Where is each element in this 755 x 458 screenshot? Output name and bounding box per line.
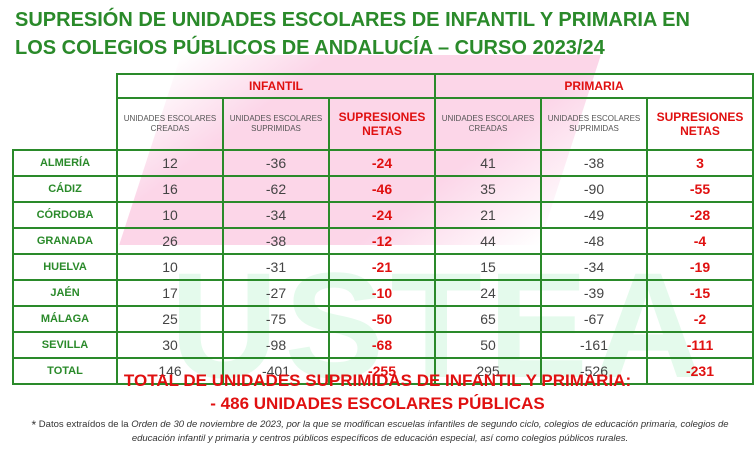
cell-pri-suprimidas: -34 <box>540 253 648 281</box>
cell-pri-netas: -2 <box>646 305 754 333</box>
cell-pri-suprimidas: -67 <box>540 305 648 333</box>
province-label: ALMERÍA <box>12 149 118 177</box>
cell-inf-creadas: 30 <box>116 331 224 359</box>
title-line-1: SUPRESIÓN DE UNIDADES ESCOLARES DE INFAN… <box>15 9 690 31</box>
cell-inf-netas: -12 <box>328 227 436 255</box>
subheader-pri-suprimidas: UNIDADES ESCOLARES SUPRIMIDAS <box>540 97 648 151</box>
cell-pri-netas: -111 <box>646 331 754 359</box>
cell-inf-suprimidas: -62 <box>222 175 330 203</box>
page-title: SUPRESIÓN DE UNIDADES ESCOLARES DE INFAN… <box>15 6 745 62</box>
cell-inf-netas: -21 <box>328 253 436 281</box>
blank-corner-2 <box>13 98 117 150</box>
cell-pri-creadas: 21 <box>434 201 542 229</box>
cell-pri-netas: -15 <box>646 279 754 307</box>
subheader-inf-netas: SUPRESIONES NETAS <box>328 97 436 151</box>
table-row: SEVILLA 30 -98 -68 50 -161 -111 <box>12 331 754 359</box>
cell-pri-creadas: 295 <box>434 357 542 385</box>
cell-pri-creadas: 24 <box>434 279 542 307</box>
cell-inf-netas: -68 <box>328 331 436 359</box>
cell-inf-creadas: 16 <box>116 175 224 203</box>
cell-inf-creadas: 26 <box>116 227 224 255</box>
province-label: TOTAL <box>12 357 118 385</box>
cell-pri-netas: -19 <box>646 253 754 281</box>
province-label: MÁLAGA <box>12 305 118 333</box>
cell-pri-netas: -4 <box>646 227 754 255</box>
cell-inf-creadas: 10 <box>116 201 224 229</box>
suppression-table: INFANTIL PRIMARIA UNIDADES ESCOLARES CRE… <box>12 73 754 385</box>
province-label: CÓRDOBA <box>12 201 118 229</box>
table-row: TOTAL 146 -401 -255 295 -526 -231 <box>12 357 754 385</box>
subheader-row: UNIDADES ESCOLARES CREADAS UNIDADES ESCO… <box>13 97 754 151</box>
table-row: JAÉN 17 -27 -10 24 -39 -15 <box>12 279 754 307</box>
province-label: HUELVA <box>12 253 118 281</box>
table-row: HUELVA 10 -31 -21 15 -34 -19 <box>12 253 754 281</box>
cell-inf-creadas: 10 <box>116 253 224 281</box>
subheader-pri-creadas: UNIDADES ESCOLARES CREADAS <box>434 97 542 151</box>
cell-inf-suprimidas: -401 <box>222 357 330 385</box>
cell-inf-suprimidas: -75 <box>222 305 330 333</box>
footnote-prefix: Datos extraídos de la <box>38 419 129 430</box>
title-line-2: LOS COLEGIOS PÚBLICOS DE ANDALUCÍA – CUR… <box>15 37 605 59</box>
cell-inf-suprimidas: -98 <box>222 331 330 359</box>
cell-pri-suprimidas: -48 <box>540 227 648 255</box>
footnote-asterisk: * <box>31 418 37 432</box>
cell-pri-netas: -55 <box>646 175 754 203</box>
cell-pri-suprimidas: -161 <box>540 331 648 359</box>
cell-inf-netas: -255 <box>328 357 436 385</box>
cell-pri-creadas: 15 <box>434 253 542 281</box>
cell-pri-creadas: 50 <box>434 331 542 359</box>
cell-pri-creadas: 44 <box>434 227 542 255</box>
cell-inf-netas: -46 <box>328 175 436 203</box>
summary-line-2: - 486 UNIDADES ESCOLARES PÚBLICAS <box>210 394 545 413</box>
cell-inf-netas: -24 <box>328 201 436 229</box>
cell-inf-creadas: 25 <box>116 305 224 333</box>
cell-inf-suprimidas: -38 <box>222 227 330 255</box>
table-row: ALMERÍA 12 -36 -24 41 -38 3 <box>12 149 754 177</box>
cell-pri-netas: -28 <box>646 201 754 229</box>
subheader-pri-netas: SUPRESIONES NETAS <box>646 97 754 151</box>
footnote: * Datos extraídos de la Orden de 30 de n… <box>20 418 740 446</box>
cell-pri-creadas: 35 <box>434 175 542 203</box>
table-row: GRANADA 26 -38 -12 44 -48 -4 <box>12 227 754 255</box>
province-label: JAÉN <box>12 279 118 307</box>
province-label: GRANADA <box>12 227 118 255</box>
cell-pri-creadas: 65 <box>434 305 542 333</box>
province-label: CÁDIZ <box>12 175 118 203</box>
cell-inf-suprimidas: -36 <box>222 149 330 177</box>
table-row: CÁDIZ 16 -62 -46 35 -90 -55 <box>12 175 754 203</box>
summary-line-1: TOTAL DE UNIDADES SUPRIMIDAS DE INFANTIL… <box>123 371 632 390</box>
cell-pri-netas: 3 <box>646 149 754 177</box>
cell-pri-netas: -231 <box>646 357 754 385</box>
cell-pri-suprimidas: -526 <box>540 357 648 385</box>
blank-corner <box>13 74 117 98</box>
cell-inf-suprimidas: -34 <box>222 201 330 229</box>
subheader-inf-creadas: UNIDADES ESCOLARES CREADAS <box>116 97 224 151</box>
cell-pri-creadas: 41 <box>434 149 542 177</box>
footnote-text: Orden de 30 de noviembre de 2023, por la… <box>131 419 729 444</box>
group-header-infantil: INFANTIL <box>116 73 436 99</box>
group-header-primaria: PRIMARIA <box>434 73 754 99</box>
group-header-row: INFANTIL PRIMARIA <box>13 73 754 99</box>
cell-inf-suprimidas: -31 <box>222 253 330 281</box>
cell-inf-netas: -24 <box>328 149 436 177</box>
subheader-inf-suprimidas: UNIDADES ESCOLARES SUPRIMIDAS <box>222 97 330 151</box>
cell-pri-suprimidas: -38 <box>540 149 648 177</box>
cell-inf-creadas: 17 <box>116 279 224 307</box>
province-label: SEVILLA <box>12 331 118 359</box>
table-row: MÁLAGA 25 -75 -50 65 -67 -2 <box>12 305 754 333</box>
cell-inf-creadas: 12 <box>116 149 224 177</box>
cell-inf-netas: -10 <box>328 279 436 307</box>
cell-inf-netas: -50 <box>328 305 436 333</box>
cell-inf-creadas: 146 <box>116 357 224 385</box>
cell-pri-suprimidas: -49 <box>540 201 648 229</box>
cell-pri-suprimidas: -90 <box>540 175 648 203</box>
table-row: CÓRDOBA 10 -34 -24 21 -49 -28 <box>12 201 754 229</box>
cell-inf-suprimidas: -27 <box>222 279 330 307</box>
cell-pri-suprimidas: -39 <box>540 279 648 307</box>
